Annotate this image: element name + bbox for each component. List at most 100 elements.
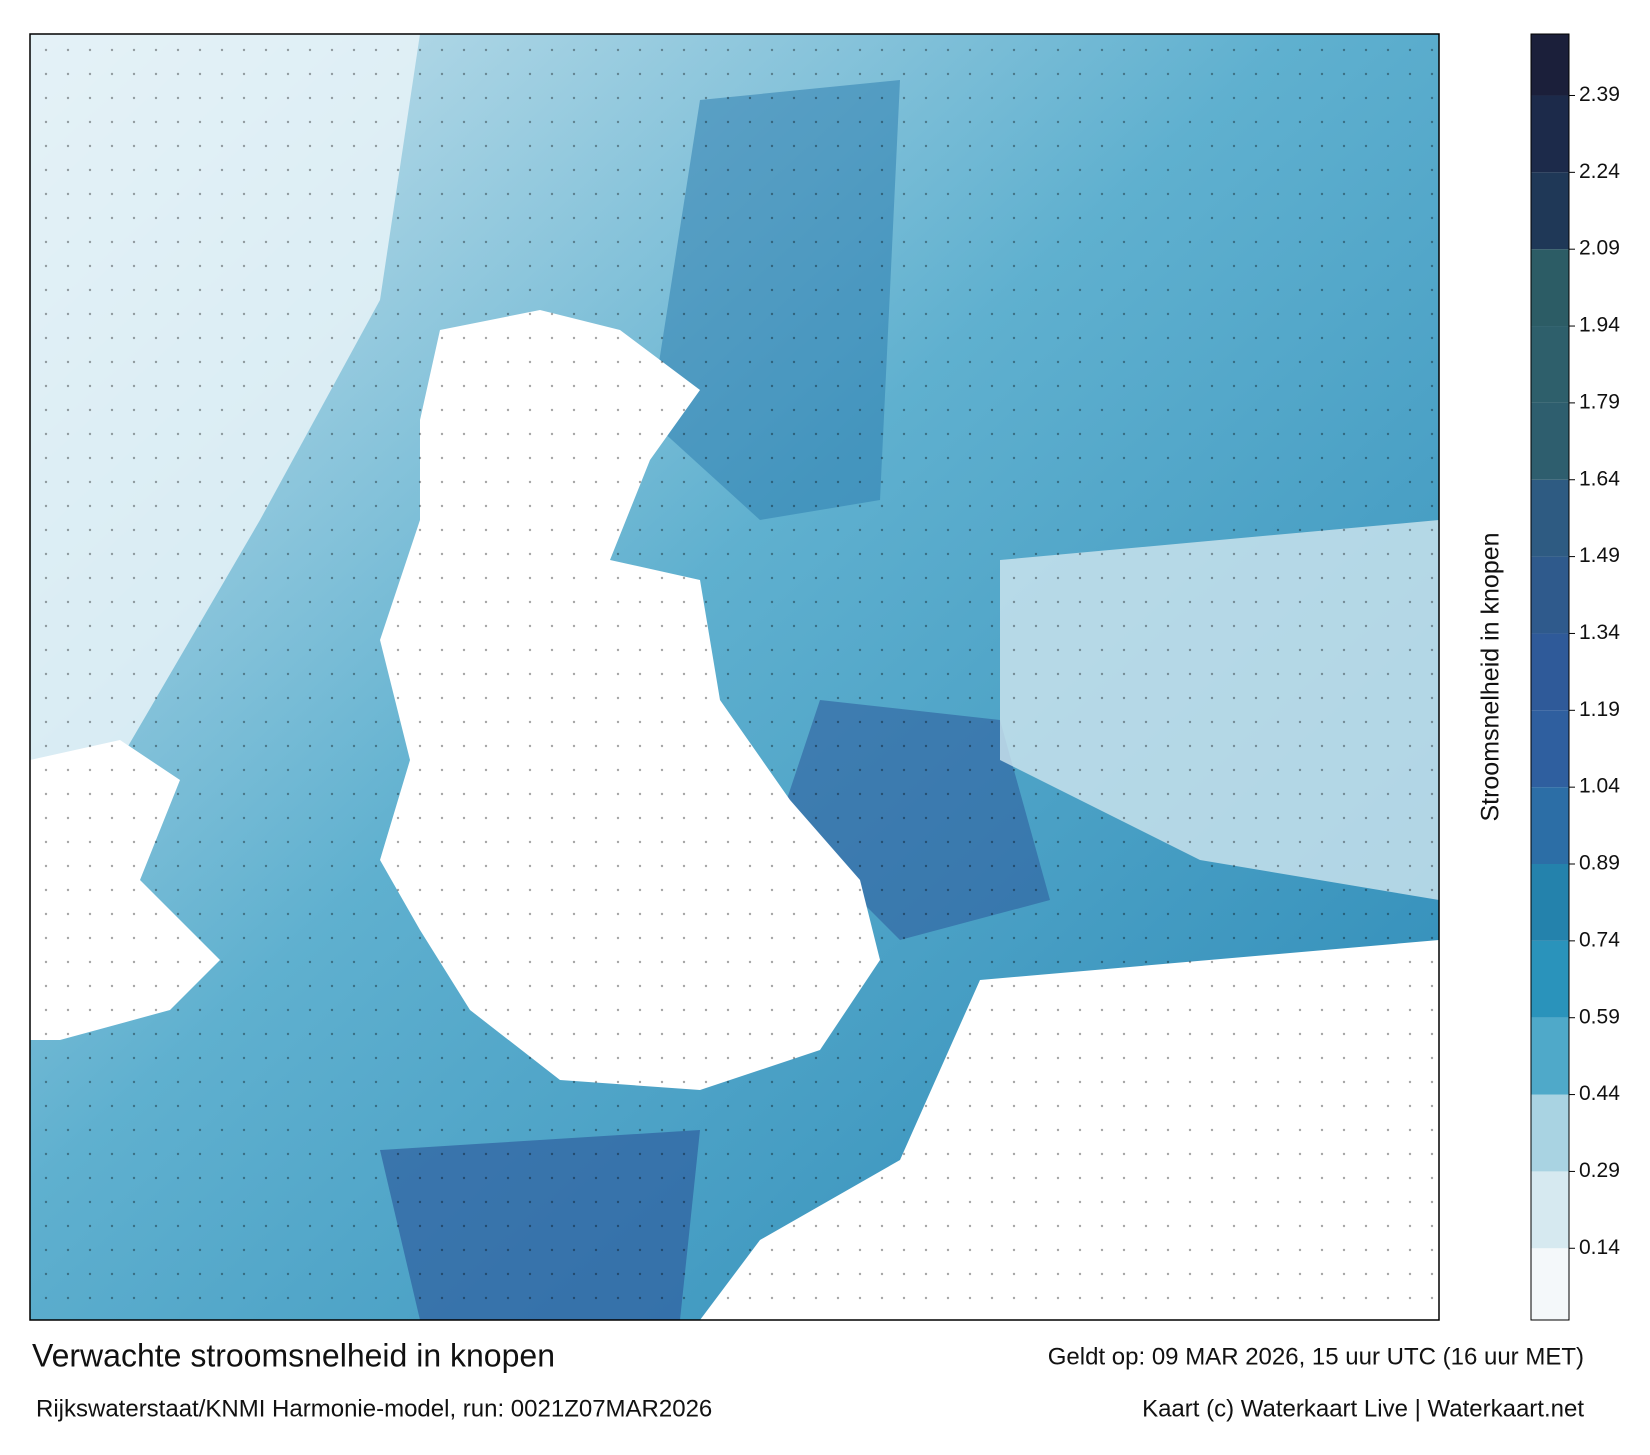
grid-dot (528, 192, 532, 196)
grid-dot (1320, 1104, 1324, 1108)
grid-dot (1034, 528, 1038, 532)
grid-dot (660, 336, 664, 340)
grid-dot (748, 1176, 752, 1180)
grid-dot (44, 1176, 48, 1180)
grid-dot (352, 504, 356, 508)
grid-dot (528, 1032, 532, 1036)
grid-dot (792, 480, 796, 484)
grid-dot (330, 96, 334, 100)
grid-dot (638, 696, 642, 700)
grid-dot (1342, 768, 1346, 772)
grid-dot (1298, 1008, 1302, 1012)
grid-dot (286, 72, 290, 76)
grid-dot (1100, 1176, 1104, 1180)
grid-dot (418, 1032, 422, 1036)
grid-dot (770, 144, 774, 148)
grid-dot (594, 768, 598, 772)
grid-dot (1188, 432, 1192, 436)
grid-dot (44, 1224, 48, 1228)
grid-dot (1078, 1224, 1082, 1228)
grid-dot (638, 1056, 642, 1060)
grid-dot (88, 888, 92, 892)
grid-dot (110, 1128, 114, 1132)
grid-dot (748, 1032, 752, 1036)
grid-dot (1276, 720, 1280, 724)
grid-dot (1232, 1032, 1236, 1036)
grid-dot (440, 792, 444, 796)
grid-dot (110, 1272, 114, 1276)
grid-dot (1430, 336, 1434, 340)
grid-dot (1210, 1224, 1214, 1228)
grid-dot (880, 48, 884, 52)
grid-dot (792, 576, 796, 580)
grid-dot (264, 1152, 268, 1156)
grid-dot (440, 1104, 444, 1108)
grid-dot (594, 1032, 598, 1036)
grid-dot (572, 72, 576, 76)
grid-dot (44, 1152, 48, 1156)
grid-dot (198, 816, 202, 820)
grid-dot (374, 528, 378, 532)
grid-dot (616, 216, 620, 220)
grid-dot (154, 72, 158, 76)
grid-dot (726, 1080, 730, 1084)
grid-dot (616, 1104, 620, 1108)
grid-dot (1122, 936, 1126, 940)
grid-dot (330, 960, 334, 964)
grid-dot (66, 408, 70, 412)
grid-dot (748, 840, 752, 844)
grid-dot (198, 1200, 202, 1204)
grid-dot (1122, 696, 1126, 700)
grid-dot (990, 1224, 994, 1228)
grid-dot (88, 288, 92, 292)
grid-dot (220, 552, 224, 556)
grid-dot (770, 1224, 774, 1228)
grid-dot (1078, 696, 1082, 700)
grid-dot (858, 960, 862, 964)
grid-dot (374, 1296, 378, 1300)
grid-dot (660, 576, 664, 580)
grid-dot (726, 648, 730, 652)
grid-dot (924, 768, 928, 772)
grid-dot (814, 1176, 818, 1180)
grid-dot (1012, 96, 1016, 100)
grid-dot (902, 840, 906, 844)
grid-dot (638, 408, 642, 412)
grid-dot (352, 456, 356, 460)
grid-dot (858, 600, 862, 604)
grid-dot (770, 1200, 774, 1204)
map-area (30, 34, 1439, 1320)
grid-dot (1276, 840, 1280, 844)
grid-dot (1430, 1176, 1434, 1180)
grid-dot (44, 768, 48, 772)
grid-dot (176, 1200, 180, 1204)
colorbar-tick-label: 0.44 (1579, 1082, 1620, 1105)
grid-dot (1364, 288, 1368, 292)
grid-dot (1298, 1296, 1302, 1300)
grid-dot (462, 1152, 466, 1156)
grid-dot (1342, 624, 1346, 628)
grid-dot (352, 576, 356, 580)
grid-dot (1144, 696, 1148, 700)
grid-dot (946, 48, 950, 52)
grid-dot (638, 72, 642, 76)
grid-dot (198, 672, 202, 676)
grid-dot (374, 864, 378, 868)
grid-dot (110, 888, 114, 892)
grid-dot (946, 1128, 950, 1132)
grid-dot (220, 312, 224, 316)
grid-dot (132, 48, 136, 52)
grid-dot (638, 888, 642, 892)
grid-dot (1012, 1128, 1016, 1132)
grid-dot (836, 552, 840, 556)
grid-dot (308, 72, 312, 76)
grid-dot (154, 456, 158, 460)
grid-dot (1342, 1104, 1346, 1108)
grid-dot (1298, 936, 1302, 940)
grid-dot (1210, 552, 1214, 556)
grid-dot (1298, 1176, 1302, 1180)
grid-dot (1078, 408, 1082, 412)
grid-dot (1276, 912, 1280, 916)
grid-dot (396, 1152, 400, 1156)
grid-dot (616, 1296, 620, 1300)
